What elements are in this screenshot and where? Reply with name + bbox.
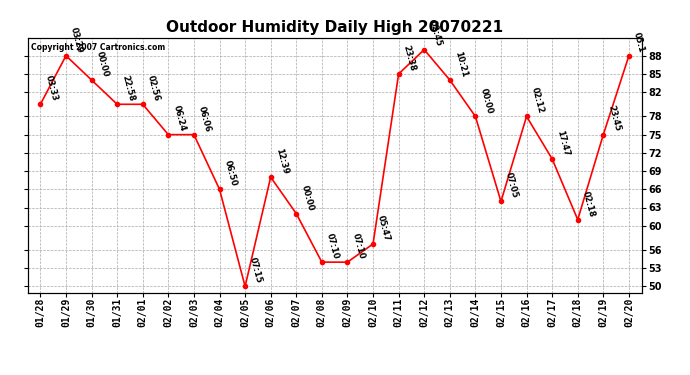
Text: Copyright 2007 Cartronics.com: Copyright 2007 Cartronics.com [30,43,165,52]
Text: 05:47: 05:47 [376,214,392,242]
Text: 22:58: 22:58 [120,74,136,102]
Text: 10:21: 10:21 [453,50,469,78]
Text: 06:24: 06:24 [171,105,187,133]
Text: 02:45: 02:45 [427,20,443,48]
Text: 00:00: 00:00 [95,50,110,78]
Text: 03:33: 03:33 [43,75,59,102]
Text: 07:10: 07:10 [351,232,366,260]
Text: 02:12: 02:12 [530,87,545,115]
Text: 06:50: 06:50 [223,159,238,188]
Title: Outdoor Humidity Daily High 20070221: Outdoor Humidity Daily High 20070221 [166,20,503,35]
Text: 07:05: 07:05 [504,172,520,200]
Text: 02:56: 02:56 [146,74,161,102]
Text: 06:06: 06:06 [197,105,213,133]
Text: 00:00: 00:00 [299,184,315,212]
Text: 17:47: 17:47 [555,129,571,157]
Text: 05:1: 05:1 [632,32,646,54]
Text: 03:29: 03:29 [69,26,85,54]
Text: 02:18: 02:18 [581,190,596,218]
Text: 23:38: 23:38 [402,44,417,72]
Text: 07:15: 07:15 [248,256,264,285]
Text: 23:45: 23:45 [607,105,622,133]
Text: 00:00: 00:00 [478,87,494,115]
Text: 12:39: 12:39 [274,147,289,176]
Text: 07:10: 07:10 [325,232,340,260]
